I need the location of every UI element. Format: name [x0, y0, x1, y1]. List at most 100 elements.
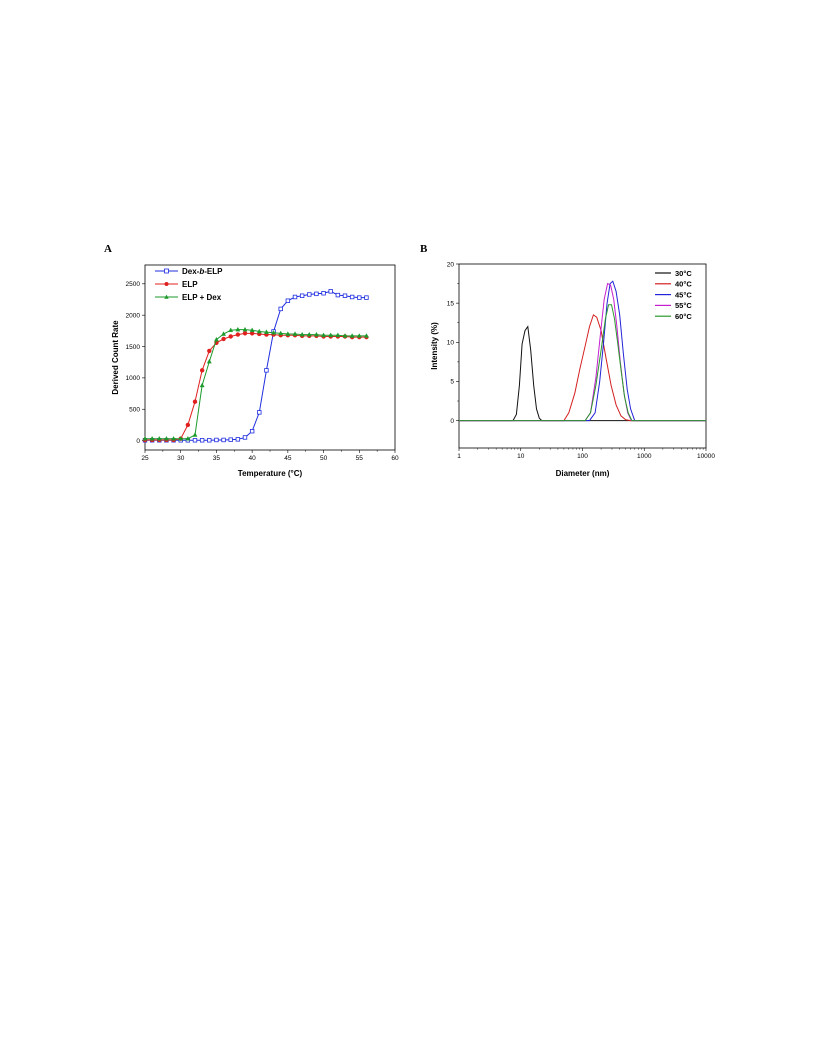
data-point: [221, 437, 226, 443]
data-point: [306, 331, 312, 337]
data-point: [357, 295, 362, 300]
x-tick-label: 50: [320, 455, 328, 462]
legend-label: 60°C: [675, 312, 692, 321]
y-tick-label: 0: [450, 418, 454, 425]
data-point: [249, 428, 255, 434]
y-tick-label: 5: [450, 379, 454, 386]
data-point: [192, 438, 198, 443]
legend-label: Dex-b-ELP: [182, 267, 223, 276]
data-point: [207, 348, 212, 354]
x-tick-label: 100: [577, 453, 588, 460]
panel-b-label: B: [420, 243, 428, 255]
chart-a-y-axis-title: Derived Count Rate: [111, 320, 120, 395]
data-point: [299, 331, 305, 337]
y-tick-label: 15: [447, 300, 455, 307]
legend-label: 30°C: [675, 269, 692, 278]
chart-b-legend: 30°C 40°C45°C 55°C 60°C: [655, 269, 692, 321]
data-point: [321, 291, 326, 296]
legend-label: 45°C: [675, 290, 692, 299]
data-point: [285, 331, 291, 336]
data-point: [349, 294, 355, 300]
data-point: [335, 292, 341, 298]
data-point: [292, 331, 298, 336]
y-tick-label: 500: [129, 407, 140, 414]
data-point: [363, 333, 369, 338]
legend-marker: [164, 294, 169, 299]
series-line: [459, 304, 706, 422]
y-tick-label: 2000: [126, 312, 141, 319]
data-point: [307, 292, 312, 297]
x-tick-label: 10: [517, 453, 525, 460]
data-point: [185, 435, 191, 441]
data-point: [228, 327, 234, 333]
data-point: [178, 435, 184, 441]
data-point: [349, 333, 355, 338]
data-point: [313, 331, 319, 337]
data-point: [221, 336, 226, 342]
data-point: [356, 333, 362, 338]
chart-a-series: [142, 289, 369, 443]
data-point: [242, 326, 248, 332]
data-point: [185, 422, 191, 428]
data-point: [171, 435, 177, 441]
chart-b-x-axis-title: Diameter (nm): [556, 469, 610, 478]
data-point: [149, 435, 155, 441]
x-tick-label: 60: [391, 455, 399, 462]
x-tick-label: 45: [284, 455, 292, 462]
data-point: [264, 368, 269, 373]
data-point: [235, 326, 241, 332]
data-point: [292, 294, 298, 300]
y-tick-label: 1000: [126, 375, 141, 382]
legend-label-part: ELP: [182, 280, 198, 289]
data-point: [249, 327, 255, 333]
data-point: [199, 368, 205, 373]
legend-marker: [164, 282, 169, 286]
data-point: [235, 437, 241, 442]
data-point: [263, 329, 269, 334]
data-point: [285, 298, 291, 303]
series-line: [459, 314, 706, 422]
y-tick-label: 20: [447, 261, 455, 268]
chart-a-legend: Dex-b-ELP ELP ELP + Dex: [155, 267, 223, 302]
legend-label-part: Dex-: [182, 267, 200, 276]
data-point: [213, 336, 219, 342]
series-line: [459, 282, 706, 422]
data-point: [228, 334, 233, 339]
x-tick-label: 40: [249, 455, 257, 462]
x-tick-label: 1: [457, 453, 461, 460]
data-point: [192, 432, 198, 437]
legend-label: ELP + Dex: [182, 293, 222, 302]
data-point: [299, 293, 305, 298]
data-point: [192, 399, 198, 404]
chart-b-series: [459, 280, 706, 422]
legend-label-part: -ELP: [204, 267, 223, 276]
legend-marker: [164, 268, 169, 274]
data-point: [199, 382, 205, 388]
data-point: [228, 437, 233, 442]
data-point: [199, 438, 205, 443]
y-tick-label: 2500: [126, 281, 141, 288]
legend-label: 40°C: [675, 280, 692, 289]
data-point: [257, 410, 262, 415]
x-tick-label: 25: [141, 455, 149, 462]
data-point: [364, 295, 369, 300]
data-point: [278, 330, 284, 336]
data-point: [314, 291, 319, 297]
legend-label: ELP: [182, 280, 198, 289]
data-point: [242, 331, 248, 336]
data-point: [328, 332, 334, 338]
legend-label-italic: b: [199, 267, 204, 276]
panel-a-label: A: [104, 243, 112, 255]
data-point: [206, 358, 212, 364]
data-point: [271, 330, 277, 335]
data-point: [342, 293, 348, 298]
x-tick-label: 1000: [637, 453, 652, 460]
data-point: [328, 289, 333, 294]
y-tick-label: 1500: [126, 344, 141, 351]
series-line: [459, 325, 706, 422]
chart-b-ticks: 1 10 100 1000 10000 0 5 10 15 20: [447, 261, 716, 460]
y-tick-label: 10: [447, 340, 455, 347]
data-point: [156, 435, 162, 441]
